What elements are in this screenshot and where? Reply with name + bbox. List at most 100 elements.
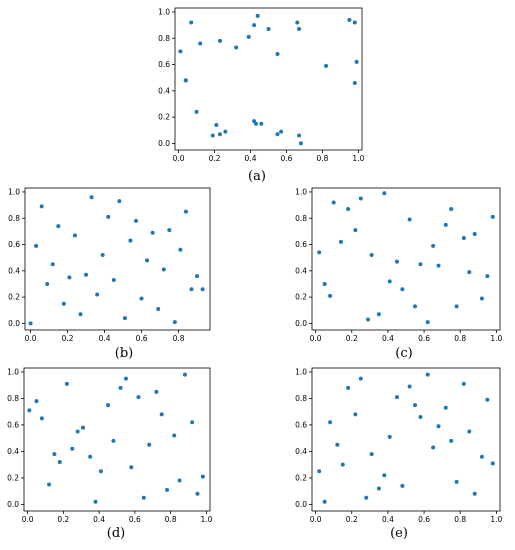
panel-e-label: (e): [390, 526, 408, 541]
panel-d-point: [27, 408, 32, 413]
panel-d-point: [172, 433, 177, 438]
panel-b-point: [78, 312, 83, 317]
panel-e-point: [467, 429, 472, 434]
panel-e-point: [479, 454, 484, 459]
panel-b-ytick-label: 0.4: [8, 266, 20, 275]
panel-a-point: [275, 52, 280, 57]
panel-a-point: [214, 123, 219, 128]
panel-e-point: [454, 479, 459, 484]
panel-b-point: [95, 292, 100, 297]
panel-c-point: [358, 196, 363, 201]
panel-d-xtick-label: 0.0: [22, 515, 34, 524]
panel-a-point: [324, 63, 329, 68]
panel-e-ytick-label: 1.0: [295, 368, 307, 377]
panel-c-xtick-label: 0.2: [346, 334, 358, 343]
panel-d-point: [118, 385, 123, 390]
panel-a-point: [234, 45, 239, 50]
panel-e-point: [418, 414, 423, 419]
panel-b: (b) 0.0 0.2 0.4 0.6 0.8 0.0 0.2 0.4 0.6 0.8 1.0: [8, 188, 211, 361]
panel-d-point: [200, 474, 205, 479]
panel-b-point: [167, 228, 172, 233]
panel-d-point: [57, 460, 62, 465]
panel-e-point: [353, 412, 358, 417]
panel-a-xtick-label: 0.6: [281, 154, 293, 163]
panel-d-point: [98, 469, 103, 474]
panel-c-point: [472, 232, 477, 237]
panel-a-point: [252, 23, 257, 28]
panel-b-point: [139, 296, 144, 301]
panel-c-point: [353, 228, 358, 233]
panel-c-point: [346, 207, 351, 212]
panel-c-point: [425, 320, 430, 325]
panel-a-point: [178, 49, 183, 54]
panel-e-point: [340, 462, 345, 467]
panel-a: (a) 0.0 0.2 0.4 0.6 0.8 1.0 0.0 0.2 0.4 0.6 0.8 1.0: [158, 8, 365, 184]
panel-d-point: [75, 429, 80, 434]
panel-e-point: [461, 381, 466, 386]
panel-a-ytick-label: 0.4: [158, 86, 170, 95]
panel-c-xtick-label: 0.8: [454, 334, 466, 343]
panel-b-point: [72, 233, 77, 238]
panel-c-point: [366, 317, 371, 322]
panel-d-point: [111, 438, 116, 443]
panel-a-point: [217, 132, 222, 137]
panel-e-point: [400, 483, 405, 488]
panel-d-point: [34, 399, 39, 404]
panel-e-xtick-label: 0.4: [382, 515, 394, 524]
panel-e-frame: [311, 367, 501, 512]
panel-c-xtick-label: 0.4: [382, 334, 394, 343]
panel-a-point: [347, 17, 352, 22]
panel-e-ytick-label: 0.4: [295, 447, 307, 456]
panel-b-point: [178, 247, 183, 252]
panel-b-xtick-label: 0.2: [62, 334, 74, 343]
panel-c-ytick-label: 0.0: [295, 319, 307, 328]
panel-d-point: [141, 495, 146, 500]
panel-e-ytick-label: 0.8: [295, 394, 307, 403]
panel-d-point: [190, 420, 195, 425]
panel-b-point: [122, 316, 127, 321]
panel-b-point: [200, 287, 205, 292]
panel-a-point: [223, 129, 228, 134]
panel-c-xtick-label: 1.0: [490, 334, 502, 343]
panel-c-label: (c): [395, 346, 412, 361]
panel-e-point: [317, 469, 322, 474]
panel-a-point: [352, 20, 357, 25]
panel-d-xtick-label: 0.6: [129, 515, 141, 524]
panel-c-point: [331, 200, 336, 205]
panel-a-point: [210, 133, 215, 138]
panel-e-point: [472, 491, 477, 496]
panel-a-xtick-label: 1.0: [352, 154, 364, 163]
panel-b-point: [145, 258, 150, 263]
panel-c-point: [322, 281, 327, 286]
panel-b-point: [84, 272, 89, 277]
panel-c-point: [328, 293, 333, 298]
panel-a-xtick-label: 0.0: [173, 154, 185, 163]
panel-e-point: [358, 376, 363, 381]
panel-e-point: [376, 486, 381, 491]
panel-a-point: [189, 20, 194, 25]
panel-a-point: [279, 129, 284, 134]
panel-e-point: [436, 424, 441, 429]
panel-e-point: [328, 420, 333, 425]
panel-c-ytick-label: 0.4: [295, 266, 307, 275]
panel-b-point: [100, 253, 105, 258]
panel-e-point: [443, 405, 448, 410]
panel-e-point: [387, 434, 392, 439]
panel-c-point: [418, 262, 423, 267]
panel-c-ytick-label: 0.8: [295, 214, 307, 223]
panel-a-point: [297, 133, 302, 138]
panel-d-point: [88, 454, 93, 459]
panel-a-ytick-label: 0.6: [158, 60, 170, 69]
panel-d-point: [147, 442, 152, 447]
panel-b-point: [67, 275, 72, 280]
panel-a-point: [255, 13, 260, 18]
panel-d-xtick-label: 0.4: [93, 515, 105, 524]
panel-d: (d) 0.0 0.2 0.4 0.6 0.8 1.0 0.0 0.2 0.4 0.6 0.8 1.0: [7, 368, 213, 541]
panel-c-point: [394, 259, 399, 264]
panel-b-point: [61, 301, 66, 306]
panel-c-point: [376, 312, 381, 317]
panel-e-point: [364, 495, 369, 500]
panel-c-ytick-label: 0.2: [295, 293, 307, 302]
panel-c-point: [382, 191, 387, 196]
panel-d-point: [195, 491, 200, 496]
